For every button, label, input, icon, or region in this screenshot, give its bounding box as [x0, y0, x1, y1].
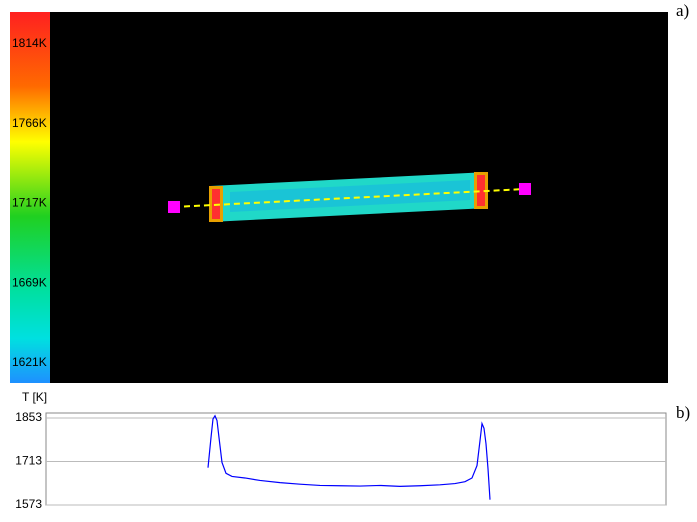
y-axis-label: T [K] — [22, 390, 47, 404]
y-tick-label: 1573 — [15, 497, 42, 511]
colorbar-label: 1717K — [12, 196, 47, 210]
profile-handle[interactable] — [519, 183, 531, 195]
colorbar-label: 1669K — [12, 275, 47, 289]
colorbar-label: 1766K — [12, 116, 47, 130]
screen: a) b) T [K] 1814K 1766K 1717K 1669K 1621K 185… — [0, 0, 697, 517]
profile-handle[interactable] — [168, 201, 180, 213]
colorbar-label: 1621K — [12, 355, 47, 369]
panel-label: b) — [676, 403, 690, 422]
y-tick-label: 1853 — [15, 410, 42, 424]
plot-frame — [46, 413, 666, 505]
panel-label: a) — [676, 1, 689, 20]
y-tick-label: 1713 — [15, 454, 42, 468]
colorbar-label: 1814K — [12, 36, 47, 50]
